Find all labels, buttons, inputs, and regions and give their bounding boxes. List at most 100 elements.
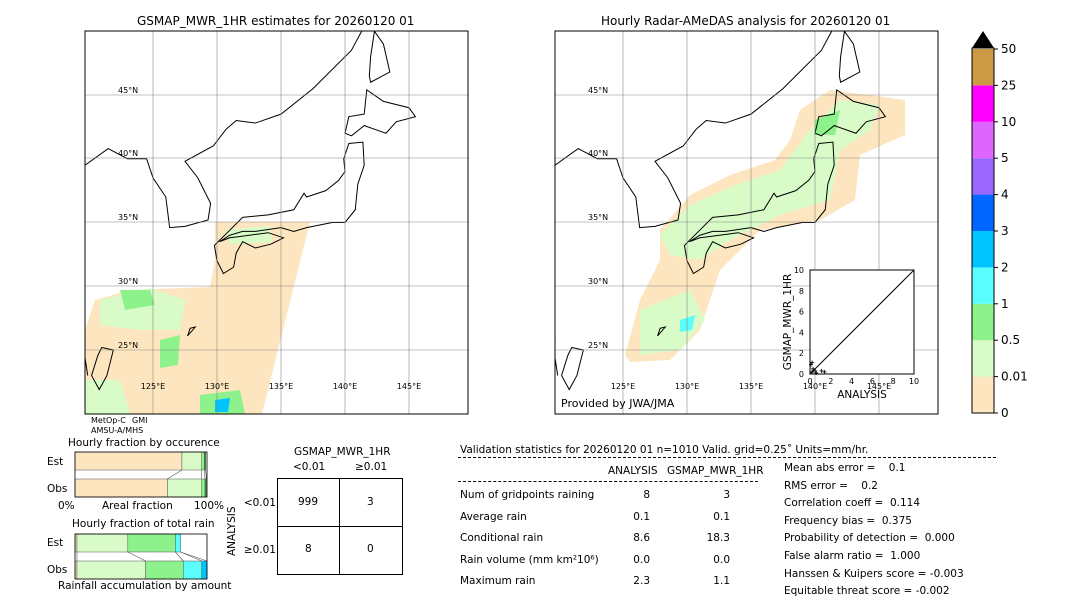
rain-area-weak <box>85 380 130 414</box>
fraction-bar-segment <box>76 533 129 553</box>
col-label-0: <0.01 <box>293 461 326 473</box>
lat-label: 30°N <box>118 277 138 286</box>
occ-obs-label: Obs <box>47 483 68 495</box>
stat-row-label: Num of gridpoints raining <box>460 489 595 501</box>
colorbar-segment <box>972 85 994 122</box>
fraction-bar-segment <box>201 560 208 580</box>
lon-label: 145°E <box>397 382 421 391</box>
lat-label: 45°N <box>588 86 608 95</box>
lat-label: 35°N <box>118 213 138 222</box>
rain-title: Hourly fraction of total rain <box>72 518 215 530</box>
fraction-connector <box>205 469 207 480</box>
rain-area-heavy <box>680 315 695 332</box>
sensor-label-3: AMSU-A/MHS <box>91 426 144 435</box>
scatter-ylabel: GSMAP_MWR_1HR <box>782 274 794 370</box>
table-divider <box>458 481 758 482</box>
fraction-bar-segment <box>76 560 146 580</box>
occ-est-label: Est <box>47 456 64 468</box>
colorbar-segment <box>972 340 994 377</box>
credit-label: Provided by JWA/JMA <box>561 397 675 410</box>
lon-label: 135°E <box>269 382 293 391</box>
colorbar-label: 1 <box>1001 297 1009 311</box>
score-line: Mean abs error = 0.1 <box>784 462 906 474</box>
lat-label: 40°N <box>118 149 138 158</box>
colorbar-label: 0 <box>1001 406 1009 420</box>
rain-area-weak <box>660 100 880 260</box>
scatter-xtick: 0 <box>807 377 812 386</box>
cell-hit-none: 999 <box>298 496 319 508</box>
fraction-bar-segment <box>181 451 202 471</box>
scatter-xtick: 4 <box>849 377 854 386</box>
score-line: False alarm ratio = 1.000 <box>784 550 921 562</box>
coastline-japan <box>683 141 835 275</box>
scatter-ytick: 4 <box>799 328 804 337</box>
rain-area-moderate <box>160 335 180 368</box>
scatter-xlabel: ANALYSIS <box>837 389 887 401</box>
colorbar-segment <box>972 194 994 231</box>
sensor-label-1: MetOp-C <box>91 416 126 425</box>
fraction-bar-segment <box>74 478 168 498</box>
fraction-bar-segment <box>204 478 207 498</box>
rain-xlabel: Rainfall accumulation by amount <box>58 580 232 592</box>
lat-label: 30°N <box>588 277 608 286</box>
scatter-point <box>814 370 819 375</box>
scatter-point <box>811 366 816 371</box>
colorbar-label: 3 <box>1001 224 1009 238</box>
rain-area-moderate <box>815 110 840 135</box>
lon-label: 125°E <box>611 382 635 391</box>
coastline-asia <box>555 31 833 229</box>
coastline-hokkaido <box>344 89 417 137</box>
scatter-point <box>810 360 815 365</box>
scatter-diagonal <box>809 269 915 375</box>
occ-xtick-0: 0% <box>58 500 75 512</box>
occ-xtick-100: 100% <box>194 500 225 512</box>
score-line: Frequency bias = 0.375 <box>784 514 912 527</box>
col-label-1: ≥0.01 <box>355 461 388 473</box>
lon-label: 125°E <box>141 382 165 391</box>
lon-label: 130°E <box>675 382 699 391</box>
lat-label: 40°N <box>588 149 608 158</box>
stat-row-label: Rain volume (mm km²10⁶) <box>460 553 599 566</box>
fraction-connector <box>127 551 146 562</box>
scatter-ytick: 6 <box>799 308 804 317</box>
right-map-frame <box>554 30 939 415</box>
lat-label: 25°N <box>118 341 138 350</box>
fraction-bar-segment <box>201 451 205 471</box>
cell-hit: 0 <box>367 543 374 555</box>
coastline-sakhalin <box>838 31 861 84</box>
scatter-ytick: 8 <box>799 287 804 296</box>
stat-row-gsmap: 3 <box>723 489 730 501</box>
scatter-xtick: 6 <box>870 377 875 386</box>
rain-area-light <box>85 222 310 414</box>
score-line: Correlation coeff = 0.114 <box>784 497 920 510</box>
left-map-frame <box>84 30 469 415</box>
fraction-bar-segment <box>204 451 206 471</box>
fraction-connector <box>175 551 184 562</box>
colorbar-label: 25 <box>1001 78 1016 92</box>
fraction-connector <box>204 469 206 480</box>
colorbar-segment <box>972 49 994 86</box>
fraction-bar-segment <box>182 560 202 580</box>
rain-obs-label: Obs <box>47 564 68 576</box>
lon-label: 140°E <box>803 382 827 391</box>
score-line: Equitable threat score = -0.002 <box>784 585 950 598</box>
row-axis-label: ANALYSIS <box>226 506 238 556</box>
stat-row-analysis: 8.6 <box>633 532 650 544</box>
coastline-ryukyu <box>657 326 667 337</box>
stat-row-gsmap: 1.1 <box>713 575 730 587</box>
colorbar-label: 50 <box>1001 42 1016 56</box>
coastline-china <box>555 337 559 376</box>
colorbar-label: 0.01 <box>1001 370 1028 384</box>
stat-row-label: Maximum rain <box>460 575 536 587</box>
scatter-point <box>819 368 824 373</box>
lon-label: 135°E <box>739 382 763 391</box>
colorbar-extend-triangle <box>972 31 994 48</box>
colorbar-label: 10 <box>1001 115 1016 129</box>
cell-miss: 8 <box>305 543 312 555</box>
right-map-title: Hourly Radar-AMeDAS analysis for 2026012… <box>601 14 891 28</box>
fraction-bar-segment <box>74 451 183 471</box>
left-map-title: GSMAP_MWR_1HR estimates for 20260120 01 <box>137 14 415 28</box>
stat-row-analysis: 8 <box>643 489 650 501</box>
lat-label: 25°N <box>588 341 608 350</box>
